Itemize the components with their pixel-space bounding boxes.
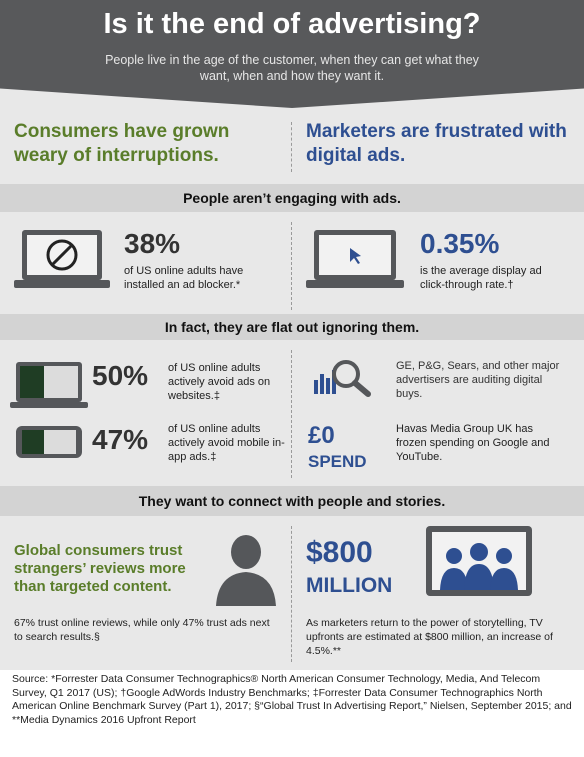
person-icon (216, 535, 276, 606)
column-divider (291, 222, 292, 310)
audit-text: GE, P&G, Sears, and other major advertis… (396, 360, 560, 400)
band-engaging: People aren’t engaging with ads. (0, 184, 584, 212)
marketers-heading: Marketers are frustrated with digital ad… (306, 121, 567, 166)
chart-magnifier-icon (314, 360, 371, 397)
trust-heading: Global consumers trust strangers’ review… (14, 542, 186, 595)
laptop-blocked-icon (14, 230, 110, 288)
laptop-avoid-icon (10, 362, 88, 408)
avoid-mobile-percent: 47% (92, 424, 149, 455)
header-banner (0, 0, 584, 108)
source-citation: Source: *Forrester Data Consumer Technog… (12, 673, 572, 726)
band-connect: They want to connect with people and sto… (0, 486, 584, 516)
ctr-percent: 0.35% (420, 228, 500, 259)
spend-label: SPEND (308, 452, 367, 471)
page-title: Is it the end of advertising? (103, 8, 481, 40)
avoid-mobile-text: of US online adults actively avoid mobil… (168, 423, 285, 463)
trust-text: 67% trust online reviews, while only 47%… (14, 617, 270, 643)
column-divider (291, 350, 292, 478)
laptop-cursor-icon (306, 230, 404, 288)
ctr-text: is the average display ad click-through … (420, 265, 542, 291)
source-panel (0, 670, 584, 757)
upfront-unit: MILLION (306, 574, 393, 597)
phone-avoid-icon (16, 426, 82, 458)
upfront-amount: $800 (306, 536, 373, 569)
spend-amount: £0 (308, 422, 335, 449)
avoid-web-text: of US online adults actively avoid ads o… (168, 362, 271, 402)
column-divider (291, 122, 292, 172)
avoid-web-percent: 50% (92, 360, 149, 391)
page-subtitle: People live in the age of the customer, … (105, 53, 479, 83)
tv-people-icon (426, 526, 532, 596)
consumers-heading: Consumers have grown weary of interrupti… (14, 121, 230, 166)
adblock-text: of US online adults have installed an ad… (124, 265, 244, 291)
adblock-percent: 38% (124, 228, 181, 259)
band-ignoring: In fact, they are flat out ignoring them… (0, 314, 584, 340)
upfront-text: As marketers return to the power of stor… (306, 617, 553, 657)
column-divider (291, 526, 292, 662)
spend-text: Havas Media Group UK has frozen spending… (396, 423, 550, 463)
